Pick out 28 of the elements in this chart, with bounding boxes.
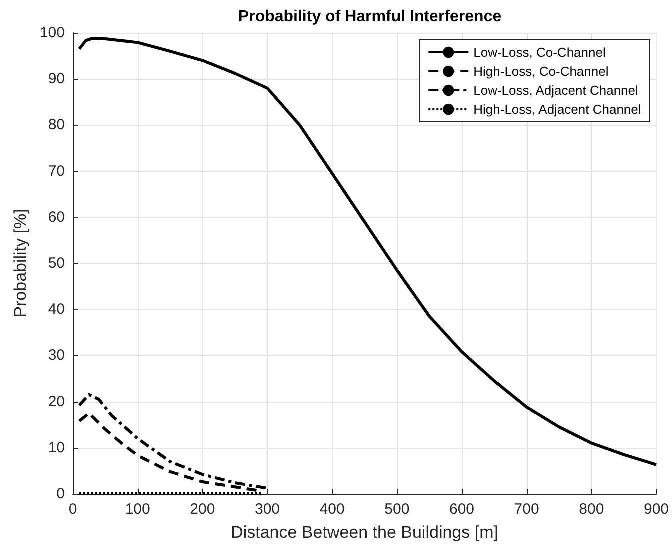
y-tick-label: 40	[48, 301, 65, 318]
x-tick-label: 100	[125, 501, 150, 518]
y-axis-title: Probability [%]	[11, 209, 30, 318]
x-tick-label: 200	[190, 501, 216, 518]
y-tick-label: 10	[48, 439, 65, 456]
y-tick-label: 100	[40, 24, 65, 42]
x-tick-label: 600	[449, 501, 475, 518]
legend-label: Low-Loss, Adjacent Channel	[474, 83, 639, 98]
x-axis-title: Distance Between the Buildings [m]	[231, 523, 498, 542]
y-tick-label: 20	[48, 393, 65, 410]
legend-label: High-Loss, Co-Channel	[474, 64, 609, 79]
y-tick-label: 0	[56, 486, 65, 502]
x-tick-label: 400	[320, 501, 345, 518]
y-tick-label: 70	[48, 162, 65, 180]
y-tick-label: 80	[48, 116, 65, 134]
y-tick-label: 50	[48, 255, 65, 272]
legend-label: Low-Loss, Co-Channel	[474, 45, 606, 60]
y-tick-label: 90	[48, 70, 65, 88]
x-tick-label: 300	[254, 501, 280, 518]
chart-title: Probability of Harmful Interference	[238, 8, 502, 26]
x-tick-label: 500	[384, 501, 410, 518]
x-tick-label: 0	[68, 501, 78, 518]
x-tick-label: 900	[644, 501, 669, 518]
x-tick-label: 700	[514, 501, 540, 518]
y-tick-label: 30	[48, 347, 65, 364]
y-tick-label: 60	[48, 208, 65, 226]
x-tick-label: 800	[579, 501, 604, 518]
legend-label: High-Loss, Adjacent Channel	[474, 102, 642, 117]
